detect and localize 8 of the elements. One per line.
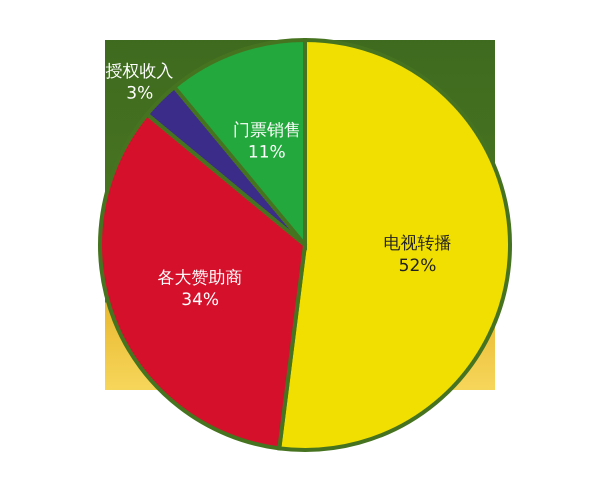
slice-label: 门票销售 (232, 120, 301, 141)
data-label: 11% (248, 142, 286, 163)
data-label: 3% (126, 83, 154, 104)
data-label: 52% (398, 256, 436, 276)
slice-label: 电视转播 (384, 234, 452, 254)
slice-label: 授权收入 (106, 61, 174, 82)
data-label: 34% (181, 290, 220, 310)
slice-label: 各大赞助商 (158, 268, 243, 288)
